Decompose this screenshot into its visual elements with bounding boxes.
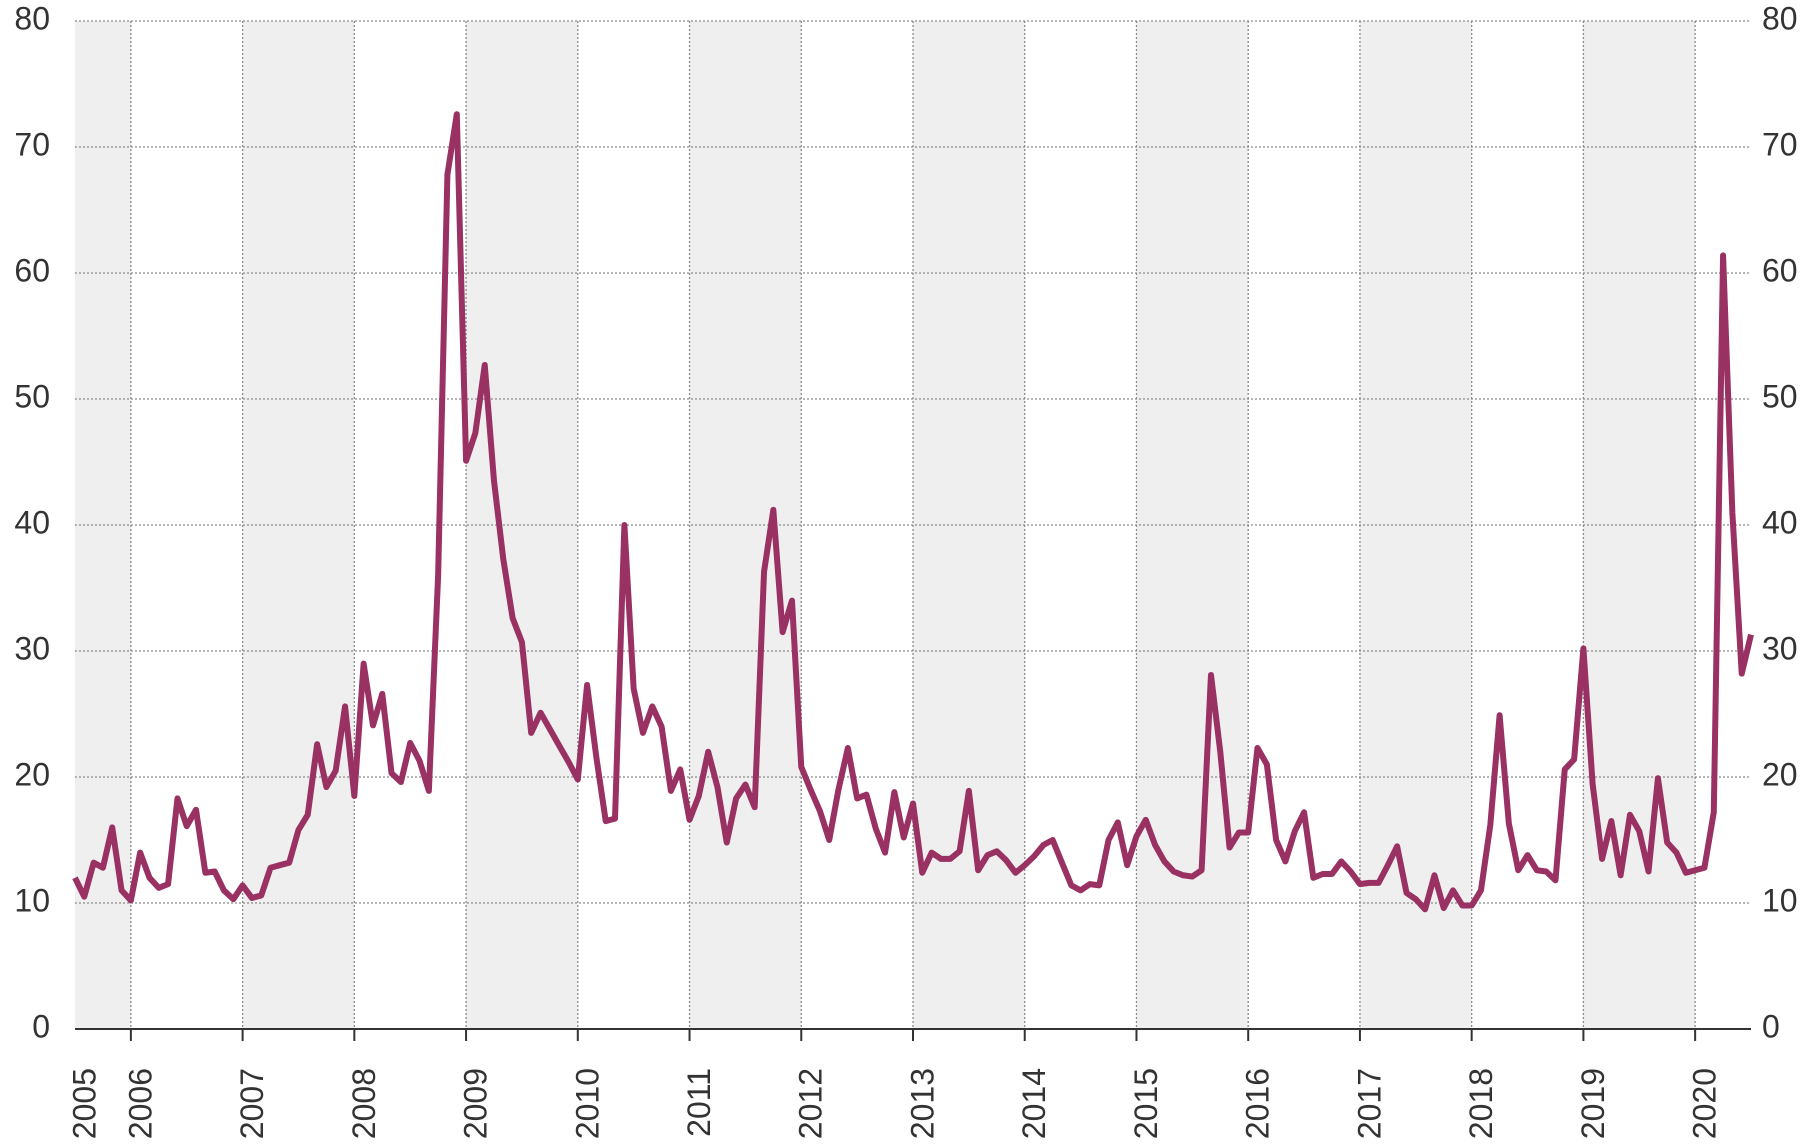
y2-tick-label: 20 <box>1762 756 1798 792</box>
x-tick-label: 2019 <box>1575 1068 1611 1139</box>
y-tick-label: 60 <box>14 252 50 288</box>
y2-tick-label: 0 <box>1762 1008 1780 1044</box>
y-tick-label: 50 <box>14 378 50 414</box>
y2-tick-label: 50 <box>1762 378 1798 414</box>
y2-tick-label: 40 <box>1762 504 1798 540</box>
x-tick-label: 2015 <box>1128 1068 1164 1139</box>
y2-tick-label: 30 <box>1762 630 1798 666</box>
x-tick-label: 2020 <box>1687 1068 1723 1139</box>
y-tick-label: 10 <box>14 882 50 918</box>
y-tick-label: 20 <box>14 756 50 792</box>
y-tick-label: 0 <box>32 1008 50 1044</box>
x-tick-label: 2018 <box>1463 1068 1499 1139</box>
y2-tick-label: 70 <box>1762 126 1798 162</box>
x-tick-label: 2012 <box>793 1068 829 1139</box>
x-tick-label: 2007 <box>234 1068 270 1139</box>
y2-tick-label: 60 <box>1762 252 1798 288</box>
y2-tick-label: 80 <box>1762 0 1798 36</box>
x-tick-label: 2005 <box>66 1068 102 1139</box>
data-line <box>72 111 1754 913</box>
x-tick-label: 2006 <box>122 1068 158 1139</box>
y-tick-label: 30 <box>14 630 50 666</box>
x-tick-label: 2017 <box>1351 1068 1387 1139</box>
year-band <box>466 21 578 1029</box>
x-tick-label: 2010 <box>569 1068 605 1139</box>
x-tick-label: 2011 <box>681 1068 717 1137</box>
y-tick-label: 70 <box>14 126 50 162</box>
y-tick-label: 80 <box>14 0 50 36</box>
y2-tick-label: 10 <box>1762 882 1798 918</box>
x-tick-label: 2014 <box>1016 1068 1052 1139</box>
x-tick-label: 2016 <box>1240 1068 1276 1139</box>
y-tick-label: 40 <box>14 504 50 540</box>
x-tick-label: 2009 <box>458 1068 494 1139</box>
x-tick-label: 2013 <box>904 1068 940 1139</box>
x-tick-label: 2008 <box>346 1068 382 1139</box>
